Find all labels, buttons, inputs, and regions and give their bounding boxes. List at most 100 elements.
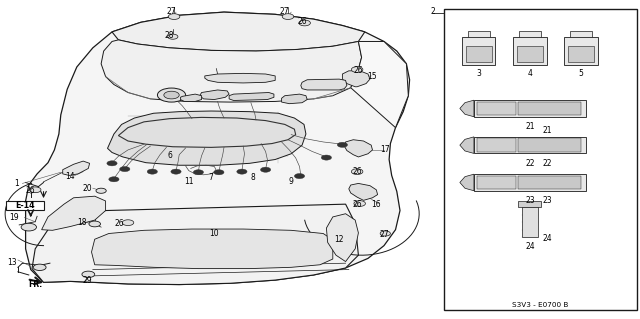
Circle shape: [157, 88, 186, 102]
Text: 2: 2: [431, 7, 436, 16]
Polygon shape: [205, 73, 275, 83]
Circle shape: [380, 231, 390, 236]
Polygon shape: [32, 204, 358, 285]
Text: 1: 1: [14, 179, 19, 188]
Polygon shape: [468, 31, 490, 37]
Text: 26: 26: [352, 200, 362, 209]
Polygon shape: [564, 37, 598, 65]
Text: 26: 26: [26, 186, 36, 195]
Polygon shape: [570, 31, 592, 37]
Text: 23: 23: [525, 196, 535, 205]
Polygon shape: [180, 94, 202, 101]
Circle shape: [354, 201, 365, 206]
Bar: [444, 9, 637, 310]
Polygon shape: [460, 100, 474, 117]
Circle shape: [321, 155, 332, 160]
Polygon shape: [513, 37, 547, 65]
Text: 26: 26: [353, 66, 364, 75]
Circle shape: [122, 220, 134, 226]
Circle shape: [193, 170, 204, 175]
Text: 16: 16: [371, 200, 381, 209]
Polygon shape: [301, 79, 347, 90]
Text: 11: 11: [184, 177, 193, 186]
Text: 26: 26: [298, 17, 308, 26]
Text: 5: 5: [579, 69, 584, 78]
Circle shape: [21, 223, 36, 231]
Circle shape: [337, 142, 348, 147]
Text: 15: 15: [367, 72, 378, 81]
Text: 10: 10: [209, 229, 220, 238]
Text: S3V3 - E0700 B: S3V3 - E0700 B: [512, 302, 568, 308]
Bar: [517, 46, 543, 62]
Text: 28: 28: [165, 31, 174, 40]
Text: 21: 21: [543, 126, 552, 135]
Text: 7: 7: [209, 173, 214, 182]
Polygon shape: [112, 12, 365, 51]
Circle shape: [82, 271, 95, 278]
Text: 27: 27: [280, 7, 290, 16]
Circle shape: [351, 169, 363, 174]
Polygon shape: [474, 174, 586, 191]
FancyBboxPatch shape: [6, 201, 44, 210]
Polygon shape: [229, 93, 274, 100]
Polygon shape: [460, 174, 474, 191]
Polygon shape: [200, 90, 229, 100]
Polygon shape: [518, 201, 541, 207]
Polygon shape: [342, 71, 370, 87]
Bar: [518, 176, 582, 189]
Text: 13: 13: [6, 258, 17, 267]
Text: 3: 3: [476, 69, 481, 78]
Bar: [466, 46, 492, 62]
Circle shape: [29, 187, 41, 193]
Text: 27: 27: [166, 7, 177, 16]
Circle shape: [282, 14, 294, 19]
Circle shape: [147, 169, 157, 174]
Bar: [477, 102, 516, 115]
Polygon shape: [474, 137, 586, 153]
Text: 26: 26: [115, 219, 125, 228]
Text: 20: 20: [82, 184, 92, 193]
Bar: [518, 138, 582, 152]
Circle shape: [109, 177, 119, 182]
Polygon shape: [519, 31, 541, 37]
Circle shape: [171, 169, 181, 174]
Text: 22: 22: [543, 159, 552, 168]
Polygon shape: [522, 207, 538, 237]
Circle shape: [33, 264, 46, 271]
Polygon shape: [282, 94, 307, 104]
Polygon shape: [63, 161, 90, 175]
Circle shape: [299, 20, 310, 26]
Text: 18: 18: [77, 218, 86, 227]
Polygon shape: [349, 183, 378, 200]
Circle shape: [294, 174, 305, 179]
Text: 27: 27: [379, 230, 389, 239]
Polygon shape: [101, 40, 362, 102]
Text: 6: 6: [167, 151, 172, 160]
Text: 14: 14: [65, 172, 76, 181]
Text: 24: 24: [525, 242, 535, 251]
Text: 9: 9: [289, 177, 294, 186]
Circle shape: [96, 188, 106, 193]
Polygon shape: [474, 100, 586, 117]
Bar: [568, 46, 594, 62]
Circle shape: [214, 170, 224, 175]
Polygon shape: [42, 196, 106, 230]
Polygon shape: [326, 214, 358, 262]
Circle shape: [351, 67, 363, 72]
Polygon shape: [92, 229, 333, 269]
Polygon shape: [462, 37, 495, 65]
Text: 4: 4: [527, 69, 532, 78]
Text: E-14: E-14: [15, 201, 35, 210]
Text: 12: 12: [335, 235, 344, 244]
Text: 24: 24: [542, 234, 552, 243]
Polygon shape: [26, 12, 410, 285]
Text: 26: 26: [352, 167, 362, 176]
Text: 17: 17: [380, 145, 390, 154]
Circle shape: [107, 161, 117, 166]
Polygon shape: [351, 41, 408, 128]
Circle shape: [168, 34, 178, 39]
Bar: [477, 176, 516, 189]
Polygon shape: [108, 111, 306, 165]
Text: 8: 8: [250, 173, 255, 182]
Text: FR.: FR.: [28, 280, 42, 289]
